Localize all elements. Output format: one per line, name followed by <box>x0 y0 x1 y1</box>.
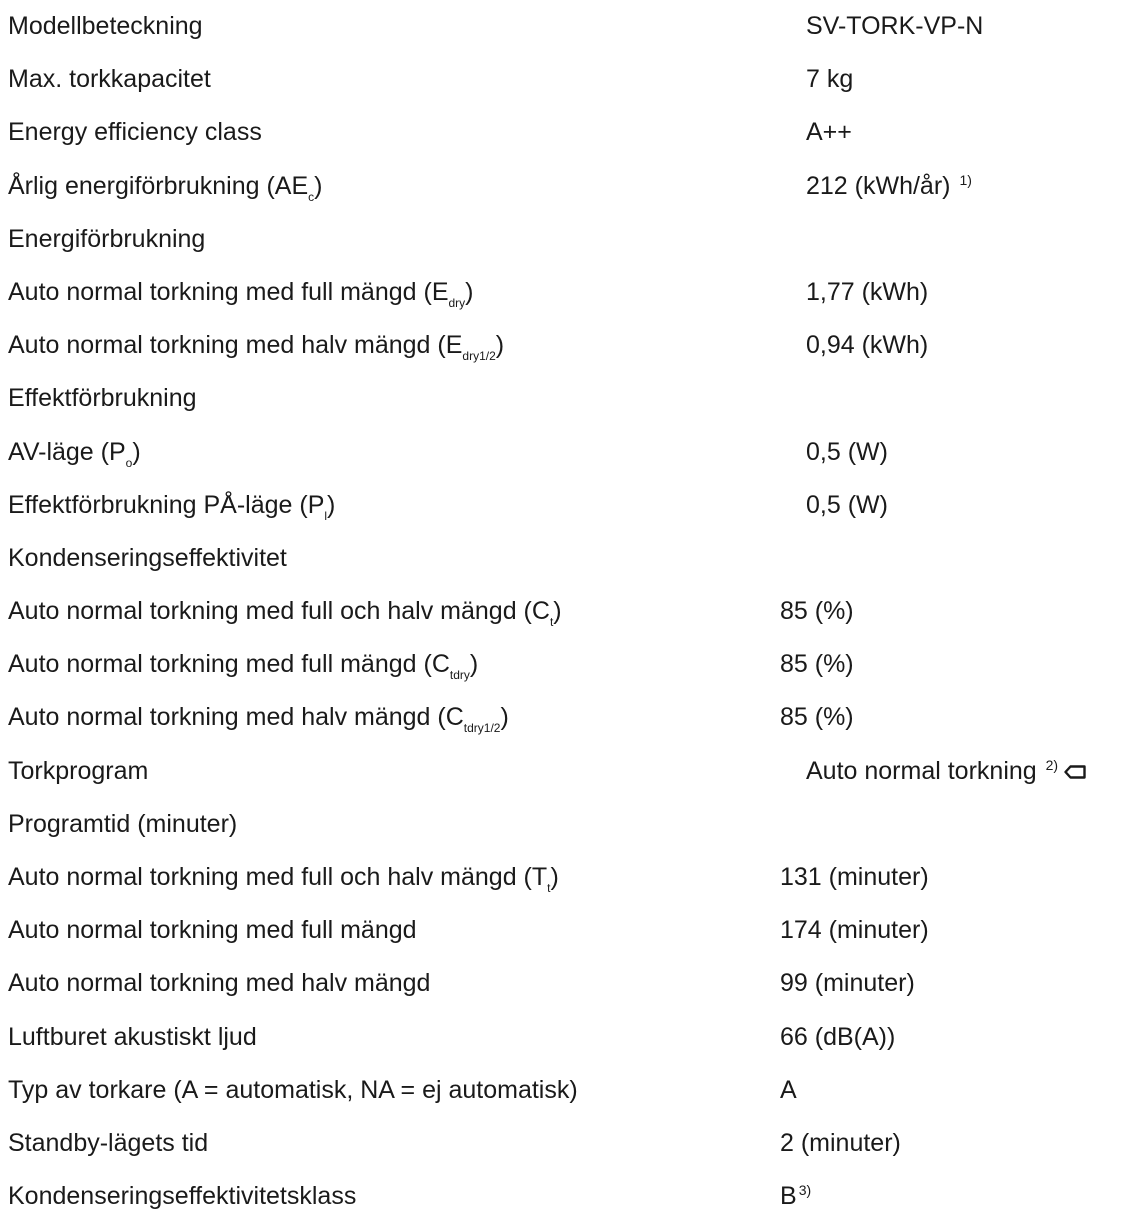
section-heading: Kondenseringseffektivitet <box>8 543 287 572</box>
spec-value: 212 (kWh/år) 1) <box>806 171 972 200</box>
spec-section-program-time: Programtid (minuter) <box>8 802 1133 855</box>
spec-label: Energy efficiency class <box>8 118 262 147</box>
section-heading: Energiförbrukning <box>8 224 206 253</box>
spec-label: Standby-lägets tid <box>8 1128 209 1157</box>
spec-value: 0,5 (W) <box>806 437 888 466</box>
spec-value: 7 kg <box>806 65 854 94</box>
spec-section-energy: Energiförbrukning <box>8 217 1133 270</box>
spec-label: Årlig energiförbrukning (AEc) <box>8 171 323 204</box>
spec-label: Luftburet akustiskt ljud <box>8 1022 257 1051</box>
spec-value: 85 (%) <box>780 650 854 679</box>
spec-row-dryer-type: Typ av torkare (A = automatisk, NA = ej … <box>8 1068 1133 1121</box>
spec-section-condensation: Kondenseringseffektivitet <box>8 536 1133 589</box>
spec-row-energy-full: Auto normal torkning med full mängd (Edr… <box>8 270 1133 323</box>
spec-value: 85 (%) <box>780 597 854 626</box>
spec-label: Typ av torkare (A = automatisk, NA = ej … <box>8 1075 578 1104</box>
spec-value: A++ <box>806 118 852 147</box>
spec-row-energy-half: Auto normal torkning med halv mängd (Edr… <box>8 323 1133 376</box>
spec-value: 0,5 (W) <box>806 490 888 519</box>
spec-value: B 3) <box>780 1182 812 1211</box>
spec-label: Effektförbrukning PÅ-läge (Pl) <box>8 490 336 523</box>
spec-label: Max. torkkapacitet <box>8 65 211 94</box>
spec-row-annual-energy: Årlig energiförbrukning (AEc) 212 (kWh/å… <box>8 164 1133 217</box>
spec-label: Modellbeteckning <box>8 12 203 40</box>
spec-label: Kondenseringseffektivitetsklass <box>8 1182 357 1211</box>
spec-label: Auto normal torkning med full och halv m… <box>8 597 562 630</box>
spec-label: Auto normal torkning med halv mängd <box>8 969 431 998</box>
spec-section-power: Effektförbrukning <box>8 376 1133 429</box>
spec-label: Auto normal torkning med full mängd (Ctd… <box>8 650 479 683</box>
spec-label: Auto normal torkning med full och halv m… <box>8 863 559 895</box>
spec-value: SV-TORK-VP-N <box>806 12 984 40</box>
spec-label: Auto normal torkning med halv mängd (Ctd… <box>8 703 509 736</box>
spec-row-on-mode: Effektförbrukning PÅ-läge (Pl) 0,5 (W) <box>8 483 1133 536</box>
spec-label: Auto normal torkning med full mängd (Edr… <box>8 277 474 310</box>
spec-value: 1,77 (kWh) <box>806 277 929 306</box>
spec-value: 99 (minuter) <box>780 969 915 998</box>
spec-value: Auto normal torkning 2) <box>806 749 1086 793</box>
spec-row-off-mode: AV-läge (Po) 0,5 (W) <box>8 430 1133 483</box>
specification-table: Modellbeteckning SV-TORK-VP-N Max. torkk… <box>8 4 1133 1227</box>
spec-row-time-full: Auto normal torkning med full mängd 174 … <box>8 908 1133 961</box>
spec-row-condensation-full-half: Auto normal torkning med full och halv m… <box>8 589 1133 642</box>
spec-label: AV-läge (Po) <box>8 437 141 470</box>
spec-row-condensation-class: Kondenseringseffektivitetsklass B 3) <box>8 1174 1133 1227</box>
spec-row-energy-class: Energy efficiency class A++ <box>8 110 1133 163</box>
spec-value: 2 (minuter) <box>780 1128 901 1157</box>
section-heading: Effektförbrukning <box>8 384 197 413</box>
spec-value: 0,94 (kWh) <box>806 331 929 360</box>
spec-row-capacity: Max. torkkapacitet 7 kg <box>8 57 1133 110</box>
spec-label: Auto normal torkning med full mängd <box>8 916 417 945</box>
spec-label: Auto normal torkning med halv mängd (Edr… <box>8 331 505 364</box>
drying-program-icon <box>1064 749 1086 793</box>
section-heading: Programtid (minuter) <box>8 809 238 838</box>
spec-row-model: Modellbeteckning SV-TORK-VP-N <box>8 4 1133 57</box>
spec-value: 66 (dB(A)) <box>780 1022 896 1051</box>
spec-value: 85 (%) <box>780 703 854 732</box>
spec-label: Torkprogram <box>8 756 149 785</box>
footnote-marker: 2) <box>1045 756 1059 773</box>
spec-row-condensation-full: Auto normal torkning med full mängd (Ctd… <box>8 642 1133 695</box>
spec-value: 131 (minuter) <box>780 863 929 891</box>
spec-row-condensation-half: Auto normal torkning med halv mängd (Ctd… <box>8 695 1133 748</box>
footnote-marker: 1) <box>959 171 972 188</box>
spec-row-time-full-half: Auto normal torkning med full och halv m… <box>8 855 1133 908</box>
spec-row-time-half: Auto normal torkning med halv mängd 99 (… <box>8 961 1133 1014</box>
spec-value: 174 (minuter) <box>780 916 929 945</box>
footnote-marker: 3) <box>798 1182 812 1199</box>
spec-row-standby-time: Standby-lägets tid 2 (minuter) <box>8 1121 1133 1174</box>
spec-row-noise: Luftburet akustiskt ljud 66 (dB(A)) <box>8 1015 1133 1068</box>
spec-row-drying-program: Torkprogram Auto normal torkning 2) <box>8 749 1133 802</box>
spec-value: A <box>780 1075 797 1104</box>
